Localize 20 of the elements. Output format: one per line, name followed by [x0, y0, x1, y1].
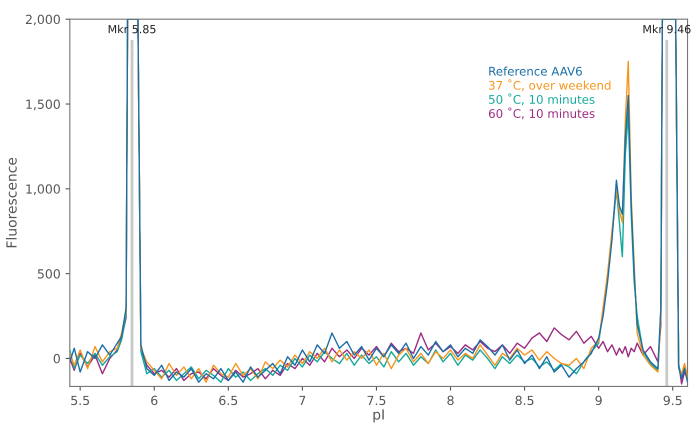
x-tick-label: 7.5 [368, 396, 386, 406]
y-tick-label: 2,000 [26, 14, 60, 26]
x-tick-label: 6 [151, 396, 158, 406]
x-tick-label: 8.5 [515, 396, 534, 406]
y-axis-title: Fluorescence [6, 158, 17, 248]
y-tick-label: 1,500 [26, 99, 60, 110]
x-tick-label: 5.5 [71, 396, 90, 406]
series-label: 37 ˚C, over weekend [489, 79, 610, 92]
y-tick-label: 1,000 [26, 184, 60, 196]
x-axis-title: pI [373, 409, 384, 422]
x-tick-label: 7 [299, 396, 306, 405]
x-tick-label: 9.5 [664, 396, 682, 406]
x-tick-label: 9 [595, 396, 602, 406]
y-tick-label: 0 [54, 354, 60, 364]
x-tick-label: 8 [447, 396, 454, 406]
y-tick-label: 500 [38, 269, 60, 279]
text: 60 ˚C, 10 minutes [488, 107, 595, 120]
x-tick-label: 6.5 [219, 396, 238, 406]
text: 50 ˚C, 10 minutes [489, 93, 595, 106]
text: Reference AAV6 [489, 66, 582, 76]
